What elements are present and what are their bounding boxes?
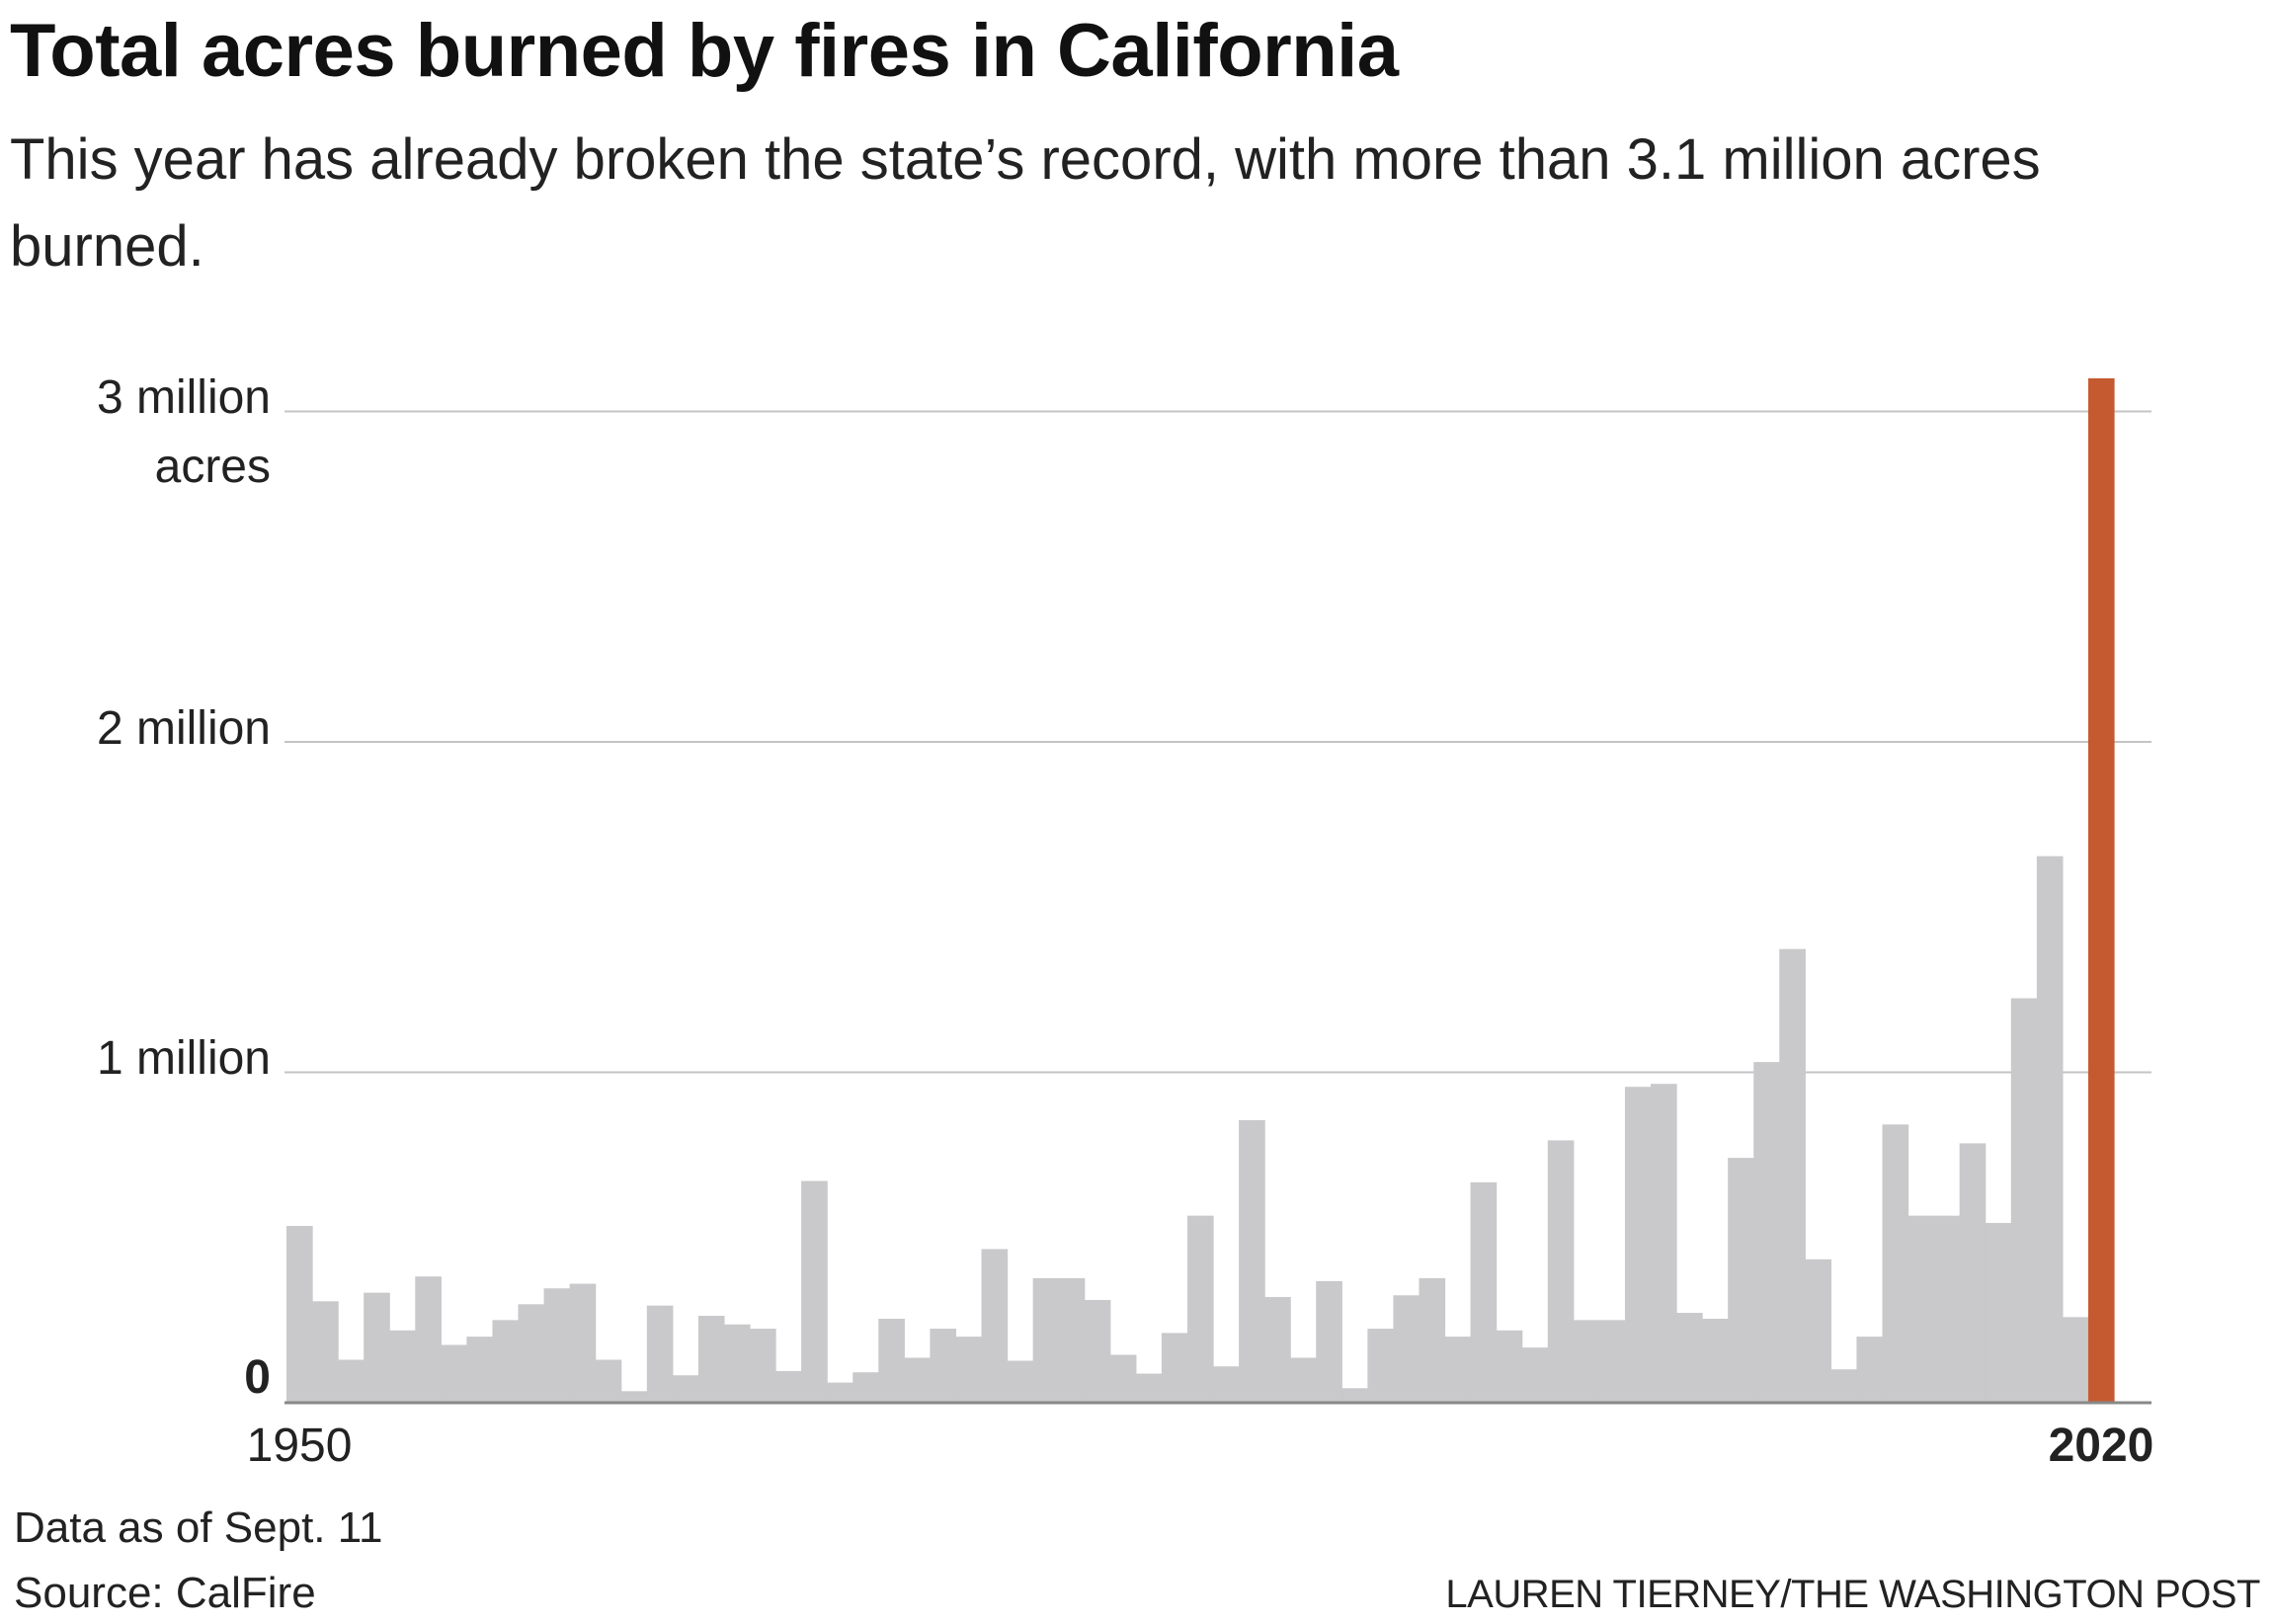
bar bbox=[2087, 378, 2115, 1403]
bar bbox=[364, 1292, 390, 1403]
bar bbox=[904, 1357, 932, 1403]
bar bbox=[1805, 1259, 1831, 1403]
bar bbox=[672, 1375, 699, 1403]
bar bbox=[1032, 1277, 1060, 1403]
bar bbox=[1135, 1373, 1163, 1403]
bar bbox=[646, 1305, 674, 1403]
bar bbox=[1753, 1062, 1780, 1403]
bar bbox=[1521, 1347, 1549, 1403]
bar bbox=[1907, 1215, 1935, 1403]
bar bbox=[750, 1329, 776, 1403]
bar bbox=[1702, 1319, 1729, 1403]
bar bbox=[389, 1330, 416, 1403]
bar bbox=[1419, 1277, 1446, 1403]
bar bbox=[1264, 1296, 1291, 1403]
bar bbox=[723, 1324, 751, 1403]
bar bbox=[1779, 948, 1806, 1403]
bar bbox=[1161, 1333, 1188, 1403]
bar bbox=[1959, 1143, 1987, 1403]
bar bbox=[1598, 1320, 1626, 1403]
bar bbox=[1624, 1087, 1652, 1403]
chart-title: Total acres burned by fires in Californi… bbox=[10, 9, 1399, 93]
bar bbox=[955, 1337, 983, 1403]
bar bbox=[338, 1359, 365, 1403]
bar bbox=[1933, 1215, 1961, 1403]
bar bbox=[2062, 1317, 2089, 1403]
bar bbox=[697, 1316, 725, 1403]
bar bbox=[878, 1319, 905, 1403]
bar bbox=[569, 1283, 597, 1403]
x-tick-label: 1950 bbox=[246, 1420, 353, 1472]
bar bbox=[775, 1370, 802, 1403]
note: Data as of Sept. 11 bbox=[14, 1503, 383, 1552]
bar bbox=[1084, 1299, 1111, 1403]
bar bbox=[1882, 1124, 1909, 1403]
bar bbox=[801, 1180, 828, 1403]
bar bbox=[1316, 1280, 1342, 1403]
bar bbox=[492, 1320, 520, 1403]
bar bbox=[852, 1372, 879, 1403]
bar bbox=[1496, 1330, 1523, 1403]
credit: LAUREN TIERNEY/THE WASHINGTON POST bbox=[1445, 1573, 2260, 1616]
bar bbox=[1186, 1215, 1214, 1403]
bar bbox=[543, 1288, 571, 1403]
x-tick-label: 2020 bbox=[2048, 1420, 2154, 1472]
bar bbox=[1676, 1313, 1703, 1403]
bar bbox=[1985, 1223, 2012, 1403]
source: Source: CalFire bbox=[14, 1569, 316, 1617]
bar bbox=[1444, 1337, 1472, 1403]
bar bbox=[1341, 1388, 1368, 1403]
y-tick-label: 1 million bbox=[96, 1032, 271, 1086]
y-tick-label: 0 bbox=[244, 1351, 271, 1404]
bar bbox=[1007, 1360, 1034, 1403]
bar bbox=[1573, 1320, 1600, 1403]
bar bbox=[441, 1344, 467, 1403]
bar bbox=[466, 1337, 494, 1403]
bar bbox=[1109, 1354, 1137, 1403]
bar bbox=[1239, 1119, 1265, 1403]
y-tick-label: 2 million bbox=[96, 701, 271, 755]
bar bbox=[1830, 1369, 1858, 1403]
bar bbox=[1856, 1337, 1884, 1403]
bar bbox=[1213, 1366, 1240, 1403]
bar bbox=[981, 1249, 1009, 1403]
bar bbox=[1728, 1158, 1754, 1403]
bar bbox=[1058, 1277, 1086, 1403]
bar bbox=[1650, 1084, 1677, 1403]
bar bbox=[1393, 1295, 1420, 1403]
bar bbox=[286, 1226, 313, 1403]
bar bbox=[312, 1301, 339, 1403]
bar bbox=[930, 1329, 957, 1403]
bar bbox=[2036, 855, 2064, 1403]
bar bbox=[1290, 1357, 1317, 1403]
bar bbox=[1547, 1140, 1575, 1403]
bar bbox=[620, 1391, 648, 1403]
bar bbox=[518, 1304, 545, 1403]
bar bbox=[2010, 998, 2038, 1403]
bar bbox=[415, 1276, 442, 1403]
chart-subtitle: This year has already broken the state’s… bbox=[10, 127, 2041, 279]
bar bbox=[1367, 1329, 1395, 1403]
y-tick-label: 3 million acres bbox=[96, 371, 271, 494]
bar bbox=[595, 1359, 622, 1403]
bar bbox=[1470, 1181, 1498, 1403]
bar bbox=[827, 1382, 853, 1403]
